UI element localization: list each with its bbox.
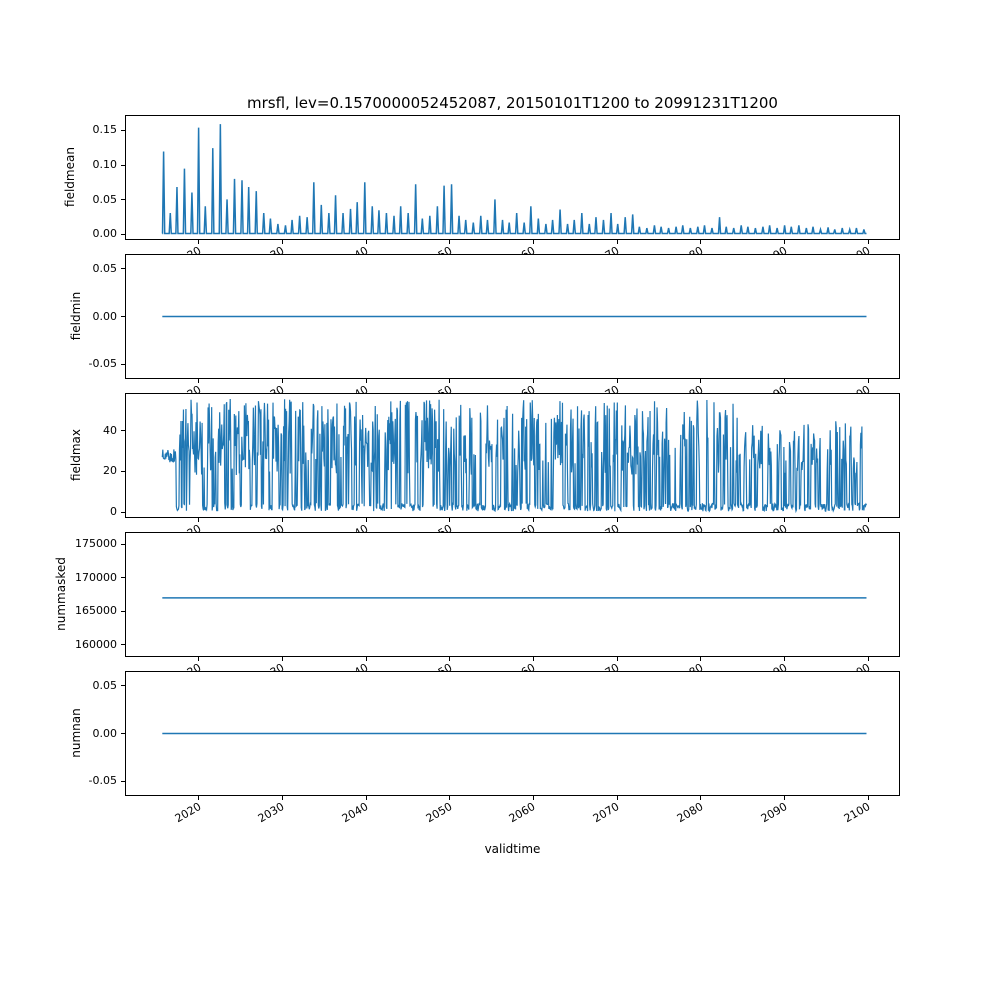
- x-tick-mark: [867, 379, 869, 383]
- x-tick-mark: [365, 657, 367, 661]
- x-tick-mark: [616, 240, 618, 244]
- y-tick-label: 0.05: [92, 261, 118, 275]
- x-tick-mark: [700, 657, 702, 661]
- x-tick-label: 2040: [339, 800, 371, 826]
- y-tick-label: 0.00: [92, 309, 118, 323]
- x-tick-mark: [700, 518, 702, 522]
- x-tick-mark: [281, 796, 283, 800]
- nummasked-plot-area: [162, 597, 867, 599]
- x-tick-mark: [532, 657, 534, 661]
- y-tick-label: 20: [103, 464, 117, 478]
- y-axis-label-fieldmean: fieldmean: [63, 147, 77, 207]
- y-axis-label-fieldmin: fieldmin: [69, 291, 83, 341]
- x-tick-mark: [700, 796, 702, 800]
- x-tick-label: 2060: [507, 800, 538, 826]
- x-tick-mark: [449, 657, 451, 661]
- x-tick-mark: [449, 379, 451, 383]
- x-axis-label: validtime: [484, 842, 541, 856]
- x-tick-mark: [449, 518, 451, 522]
- x-tick-mark: [365, 240, 367, 244]
- x-tick-mark: [616, 657, 618, 661]
- x-tick-mark: [281, 379, 283, 383]
- y-tick-label: -0.05: [88, 357, 117, 371]
- x-tick-mark: [365, 518, 367, 522]
- y-tick-label: 0.05: [92, 678, 118, 692]
- x-tick-label: 2100: [841, 800, 873, 826]
- y-axis-label-fieldmax: fieldmax: [69, 428, 83, 482]
- subplot-fieldmax: [125, 393, 900, 518]
- x-tick-mark: [784, 518, 785, 522]
- x-tick-mark: [784, 657, 785, 661]
- subplot-fieldmean: [125, 115, 900, 240]
- x-tick-mark: [532, 240, 534, 244]
- y-tick-label: 160000: [75, 637, 117, 651]
- x-tick-mark: [700, 379, 702, 383]
- fieldmean-plot-area: [161, 124, 867, 235]
- fieldmax-plot-area: [161, 399, 868, 514]
- x-tick-mark: [198, 379, 200, 383]
- x-tick-mark: [532, 518, 534, 522]
- x-tick-label: 2080: [674, 800, 706, 826]
- x-tick-mark: [198, 240, 200, 244]
- x-tick-mark: [449, 796, 451, 800]
- y-tick-label: 0.00: [92, 726, 118, 740]
- x-tick-mark: [700, 240, 702, 244]
- y-tick-label: 0.05: [92, 192, 118, 206]
- y-tick-label: 40: [103, 423, 117, 437]
- x-tick-mark: [867, 657, 869, 661]
- numnan-plot-area: [162, 732, 867, 735]
- x-tick-label: 2020: [172, 800, 204, 826]
- x-tick-mark: [616, 796, 618, 800]
- x-tick-mark: [198, 518, 200, 522]
- x-tick-mark: [449, 240, 451, 244]
- x-tick-mark: [616, 518, 618, 522]
- x-tick-label: 2090: [758, 800, 790, 826]
- y-tick-label: 0.10: [92, 158, 118, 171]
- x-tick-mark: [867, 518, 869, 522]
- fieldmax-line: [161, 399, 868, 514]
- x-tick-mark: [532, 379, 534, 383]
- y-tick-label: -0.05: [88, 774, 117, 788]
- x-tick-mark: [532, 796, 534, 800]
- chart-title: mrsfl, lev=0.1570000052452087, 20150101T…: [247, 94, 778, 112]
- y-tick-label: 0: [110, 505, 117, 519]
- x-tick-mark: [784, 796, 785, 800]
- x-tick-mark: [616, 379, 618, 383]
- x-tick-mark: [867, 796, 869, 800]
- x-tick-mark: [365, 379, 367, 383]
- x-tick-mark: [784, 379, 785, 383]
- subplot-numnan: [125, 671, 900, 796]
- fieldmin-plot-area: [162, 315, 867, 318]
- x-tick-mark: [867, 240, 869, 244]
- x-tick-label: 2030: [256, 800, 287, 826]
- x-tick-mark: [281, 240, 283, 244]
- subplot-fieldmin: [125, 254, 900, 379]
- y-axis-label-numnan: numnan: [69, 708, 83, 758]
- y-tick-label: 175000: [75, 537, 117, 551]
- x-tick-label: 2070: [590, 800, 622, 826]
- y-axis-label-nummasked: nummasked: [54, 557, 68, 631]
- x-tick-mark: [784, 240, 785, 244]
- subplot-nummasked: [125, 532, 900, 657]
- y-tick-label: 0.15: [92, 123, 118, 137]
- x-tick-mark: [281, 518, 283, 522]
- x-tick-label: 2050: [423, 800, 455, 826]
- fieldmean-line: [161, 124, 867, 235]
- x-tick-mark: [198, 657, 200, 661]
- x-tick-mark: [281, 657, 283, 661]
- x-tick-mark: [198, 796, 200, 800]
- y-tick-label: 0.00: [92, 227, 118, 241]
- x-tick-mark: [365, 796, 367, 800]
